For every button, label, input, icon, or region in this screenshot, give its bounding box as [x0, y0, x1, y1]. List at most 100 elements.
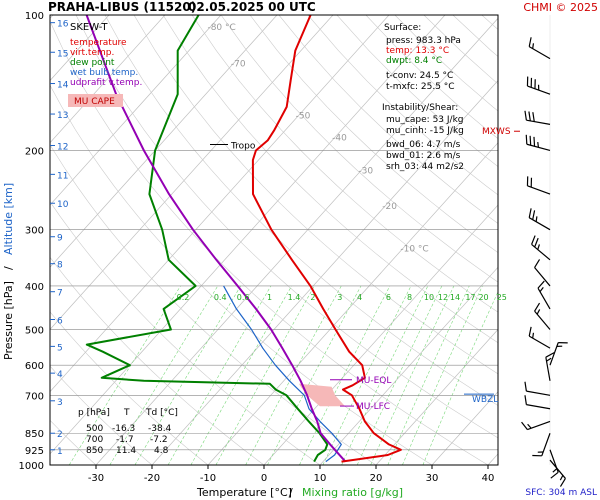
altitude-tick-label: 4: [57, 370, 63, 380]
altitude-tick-label: 13: [57, 111, 68, 121]
altitude-tick-label: 7: [57, 289, 63, 299]
copyright-text: CHMI © 2025: [523, 1, 598, 14]
mixing-ratio-label: 25: [497, 293, 507, 302]
wind-barb-half-flag: [559, 475, 564, 481]
station-title: PRAHA-LIBUS (11520): [48, 0, 196, 14]
table-header-p: p [hPa]: [78, 408, 110, 418]
wind-barb-flag: [528, 208, 532, 218]
table-cell: 11.4: [116, 446, 136, 456]
isotherm-line: [50, 15, 390, 393]
wind-barb-half-flag: [536, 309, 541, 315]
mixing-ratio-label: 0.6: [237, 293, 250, 302]
mixing-ratio-label: 2: [310, 293, 315, 302]
isotherm-label: -10 °C: [400, 244, 428, 254]
wind-barb-half-flag: [552, 468, 558, 473]
wind-barbs: [521, 15, 568, 487]
mixing-ratio-label: 0.2: [177, 293, 190, 302]
legend-title: SKEW-T: [70, 22, 108, 33]
altitude-tick-label: 12: [57, 143, 68, 153]
dry-adiabat-line: [104, 15, 498, 406]
wind-barb-staff: [534, 267, 551, 287]
isotherm-label: -70: [231, 59, 246, 69]
wind-barb-staff: [531, 243, 551, 261]
temperature-tick-label: -20: [144, 473, 160, 484]
parcel-curve: [85, 15, 347, 463]
wind-barb-flag: [533, 136, 536, 147]
dry-adiabat-line: [191, 15, 498, 313]
altitude-tick-label: 14: [57, 81, 69, 91]
isotherm-label: -50: [296, 112, 311, 122]
srh-03-value: srh_03: 44 m2/s2: [386, 162, 464, 172]
isotherm-line: [50, 15, 334, 330]
temperature-tick-label: 20: [370, 473, 383, 484]
mixing-ratio-label: 3: [337, 293, 342, 302]
x-axis-label: Temperature [°C]: [196, 486, 292, 499]
table-header-td: Td [°C]: [145, 408, 178, 418]
bwd-06-value: bwd_06: 4.7 m/s: [386, 140, 461, 150]
wind-barb-flag: [550, 471, 559, 479]
table-cell: 4.8: [154, 446, 169, 456]
isotherm-label: -20: [382, 202, 397, 212]
isotherm-line: [50, 15, 278, 268]
dry-adiabat-line: [249, 15, 498, 254]
isotherm-line: [319, 266, 498, 465]
altitude-tick-label: 10: [57, 200, 69, 210]
dry-adiabat-line: [278, 15, 498, 224]
wind-barb-flag: [525, 134, 528, 145]
wind-barb-flag: [534, 259, 541, 268]
wind-barb-half-flag: [539, 287, 544, 292]
table-cell: 500: [86, 424, 103, 434]
x-axis-label-2: Mixing ratio [g/kg]: [302, 486, 403, 499]
table-cell: -1.7: [116, 435, 134, 445]
table-cell: -7.2: [150, 435, 168, 445]
labels-layer: Tropo MU-EQL MU-LFC MXWS WBZL -80 °C -70 -50 -40…: [177, 23, 520, 412]
pressure-tick-label: 500: [25, 326, 44, 337]
isotherm-line: [50, 15, 166, 144]
wind-barb-half-flag: [527, 423, 532, 429]
bwd-01-value: bwd_01: 2.6 m/s: [386, 151, 461, 161]
wind-barb-flag: [545, 352, 555, 358]
wind-barb-flag: [528, 37, 532, 47]
mu-cinh-value: mu_cinh: -15 J/kg: [386, 126, 464, 136]
pressure-tick-label: 700: [25, 391, 44, 402]
altitude-tick-label: 11: [57, 171, 68, 181]
sfc-altitude-label: SFC: 304 m ASL: [525, 488, 597, 498]
wind-barb-flag: [559, 478, 566, 487]
mu-cape-value: mu_cape: 53 J/kg: [386, 115, 464, 125]
y-axis-separator: /: [2, 266, 15, 270]
temperature-tick-label: 10: [314, 473, 327, 484]
mu-eql-label: MU-EQL: [356, 376, 391, 386]
wind-barb-flag: [537, 280, 545, 289]
altitude-tick-label: 9: [57, 234, 63, 244]
surface-title: Surface:: [384, 23, 421, 33]
altitude-tick-label: 2: [57, 430, 63, 440]
isotherm-line: [50, 15, 446, 455]
table-cell: 700: [86, 435, 103, 445]
pressure-tick-label: 300: [25, 226, 44, 237]
plot-frame: [49, 14, 499, 466]
wind-barb-staff: [526, 390, 551, 396]
tropopause-label: Tropo: [230, 141, 256, 151]
altitude-tick-label: 6: [57, 317, 63, 327]
pressure-tick-label: 925: [25, 446, 44, 457]
wind-barb-staff: [526, 143, 551, 152]
pressure-tick-label: 1000: [19, 461, 44, 472]
wind-barb-half-flag: [537, 141, 540, 148]
mixing-ratio-label: 4: [357, 293, 362, 302]
axes-layer: 1002003004005006007008509251000123456789…: [19, 11, 495, 484]
pressure-tick-label: 600: [25, 361, 44, 372]
instability-title: Instability/Shear:: [382, 103, 458, 113]
mixing-ratio-label: 8: [407, 293, 412, 302]
surface-tmxfc: t-mxfc: 25.5 °C: [386, 82, 455, 92]
wind-barb-flag: [531, 235, 536, 245]
wind-barb-flag: [534, 302, 541, 312]
dry-adiabat-line: [220, 15, 498, 283]
isotherm-label: -40: [332, 133, 347, 143]
mixing-ratio-label: 12: [438, 293, 448, 302]
altitude-tick-label: 3: [57, 398, 63, 408]
grid-layer: [50, 15, 498, 465]
temperature-curve: [251, 15, 402, 463]
wbzl-label: WBZL: [472, 395, 498, 405]
wind-barb-flag: [534, 237, 539, 248]
